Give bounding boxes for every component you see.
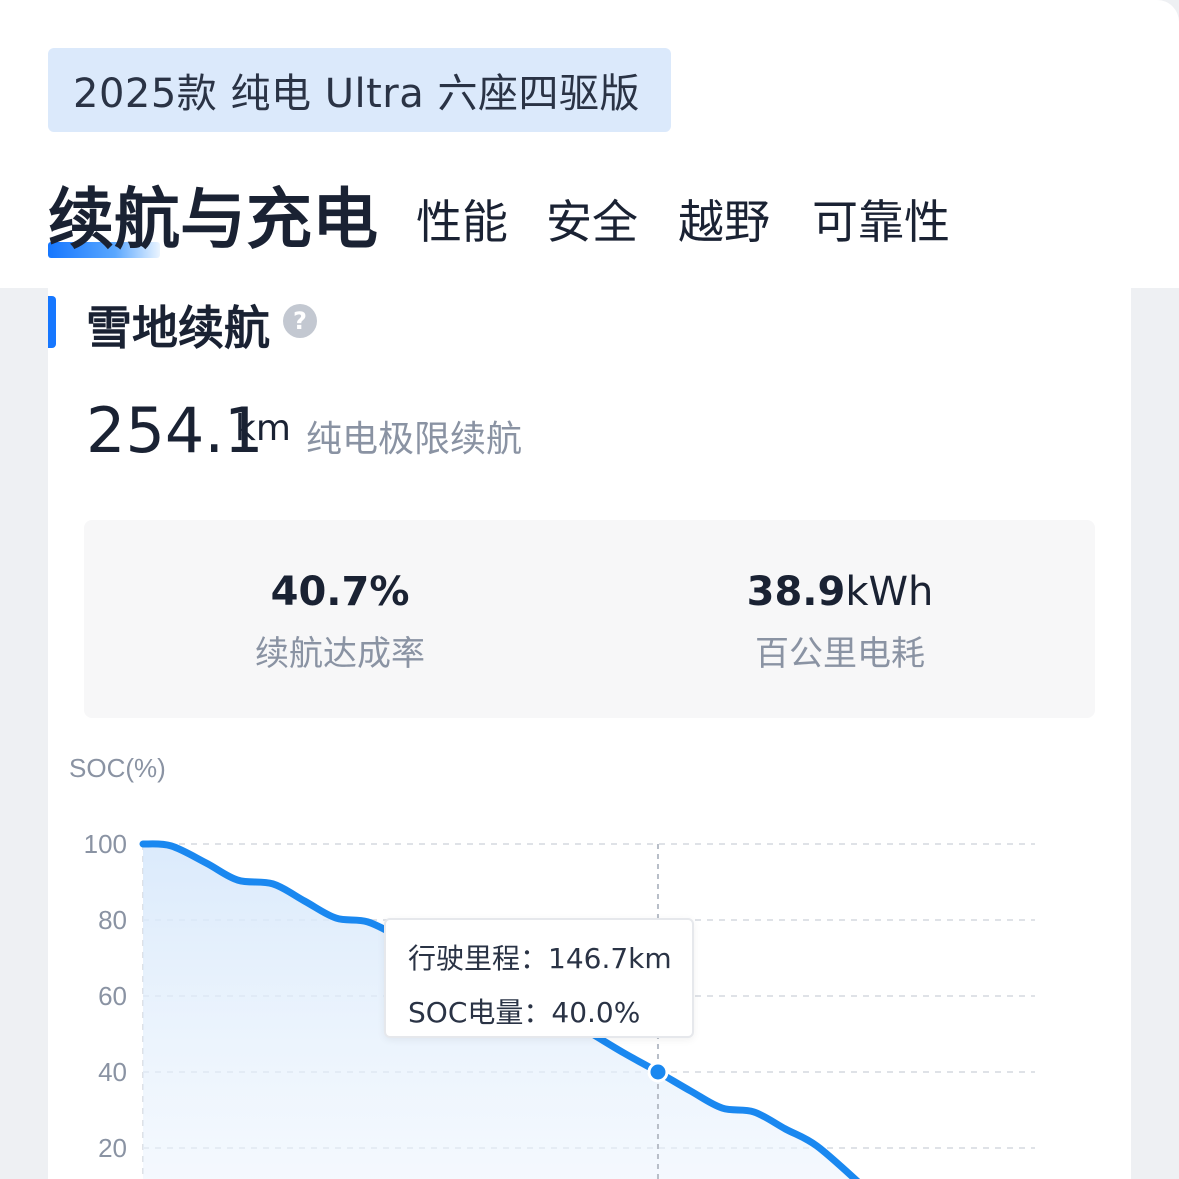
stat-number: 40.7	[270, 569, 370, 615]
stat-unit: kWh	[845, 569, 934, 615]
tooltip-soc-value: 40.0%	[551, 996, 641, 1029]
highlight-point	[647, 1061, 669, 1083]
stat-consumption: 38.9kWh 百公里电耗	[640, 568, 1040, 675]
stat-number: 38.9	[746, 569, 846, 615]
y-tick-label: 20	[98, 1133, 127, 1163]
stat-achievement: 40.7% 续航达成率	[140, 568, 540, 675]
y-tick-label: 80	[98, 905, 127, 935]
y-tick-label: 60	[98, 981, 127, 1011]
variant-label: 2025款 纯电 Ultra 六座四驱版	[73, 71, 640, 117]
question-circle-icon[interactable]: ?	[283, 304, 317, 338]
stat-value: 40.7%	[140, 568, 540, 616]
tab-safety[interactable]: 安全	[546, 195, 638, 249]
tab-performance[interactable]: 性能	[416, 195, 508, 249]
section-accent-bar	[48, 296, 56, 348]
tab-offroad[interactable]: 越野	[678, 195, 770, 249]
tab-range-charging[interactable]: 续航与充电	[48, 181, 378, 258]
stats-box: 40.7% 续航达成率 38.9kWh 百公里电耗	[84, 520, 1095, 718]
range-label: 纯电极限续航	[306, 419, 523, 460]
y-tick-label: 40	[98, 1057, 127, 1087]
range-unit: km	[235, 408, 291, 449]
tooltip-soc-label: SOC电量：	[408, 996, 552, 1029]
y-axis-title: SOC(%)	[69, 753, 166, 783]
tab-reliability[interactable]: 可靠性	[812, 195, 950, 249]
section-title: 雪地续航	[86, 301, 270, 355]
chart-tooltip: 行驶里程：146.7km SOC电量：40.0%	[384, 918, 694, 1038]
variant-selector[interactable]: 2025款 纯电 Ultra 六座四驱版	[48, 48, 671, 132]
tooltip-distance-value: 146.7km	[548, 942, 672, 975]
tooltip-soc: SOC电量：40.0%	[408, 986, 692, 1040]
stat-label: 百公里电耗	[755, 634, 925, 674]
stat-label: 续航达成率	[255, 634, 425, 674]
y-tick-label: 100	[84, 829, 127, 859]
header-panel: 2025款 纯电 Ultra 六座四驱版 续航与充电 性能 安全 越野 可靠性	[0, 0, 1179, 288]
stat-value: 38.9kWh	[640, 568, 1040, 616]
tooltip-distance-label: 行驶里程：	[408, 942, 549, 975]
tooltip-distance: 行驶里程：146.7km	[408, 932, 692, 986]
stat-unit: %	[369, 569, 410, 615]
range-value: 254.1	[86, 394, 264, 467]
active-tab-indicator	[48, 242, 160, 258]
